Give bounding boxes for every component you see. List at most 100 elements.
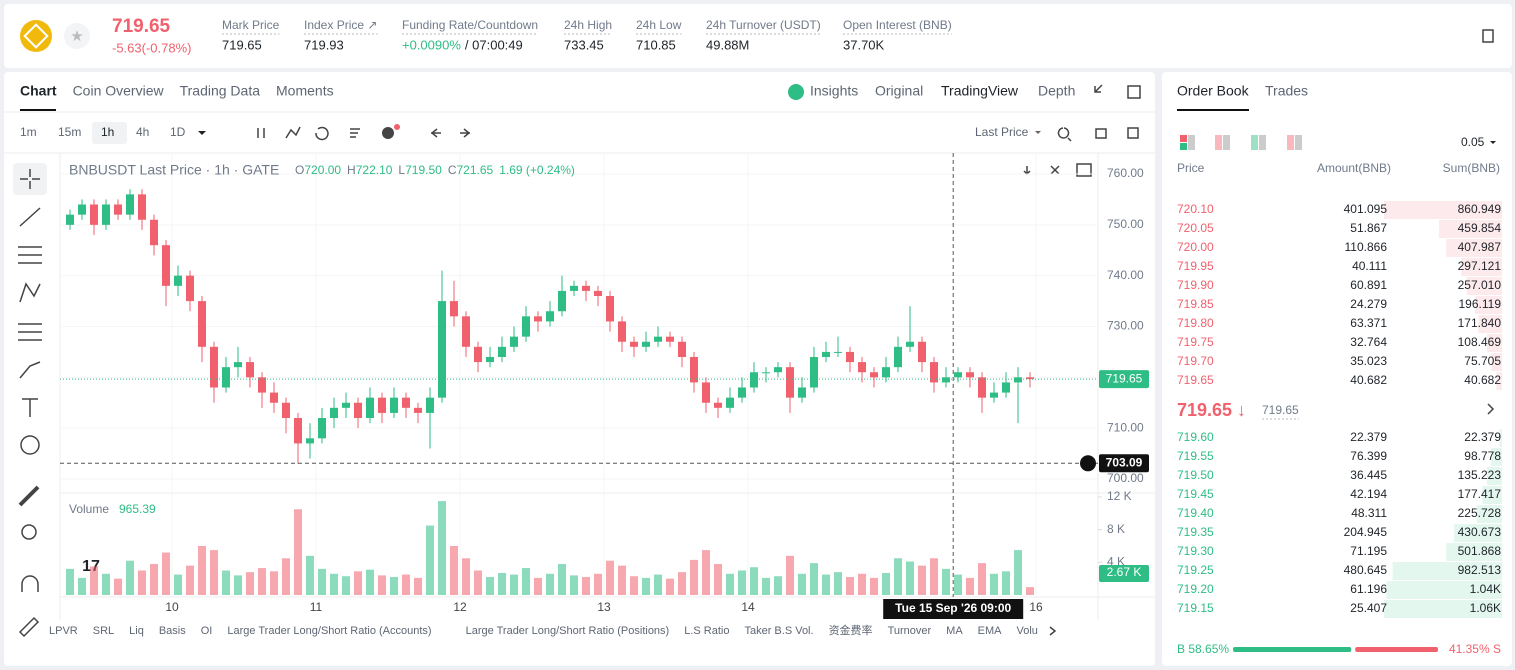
candle-body: [378, 397, 386, 413]
indicator[interactable]: Large Trader Long/Short Ratio (Accounts): [227, 625, 431, 637]
depth-bar: [1486, 467, 1502, 485]
indicator[interactable]: Liq: [129, 625, 144, 637]
book-sum: 22.379: [1464, 430, 1501, 444]
indicator[interactable]: EMA: [978, 625, 1003, 637]
interval[interactable]: 1m: [20, 125, 37, 139]
book-amount: 401.095: [1344, 202, 1388, 216]
text-tool[interactable]: [22, 398, 38, 417]
book-price: 719.90: [1177, 278, 1214, 292]
book-mid: 719.65 ↓: [1177, 400, 1246, 420]
volume-bar: [930, 558, 938, 595]
favorite-button[interactable]: [64, 23, 90, 49]
indicator-add[interactable]: [382, 127, 394, 139]
candle-body: [906, 341, 914, 347]
book-amount: 42.194: [1350, 487, 1387, 501]
view-tab[interactable]: TradingView: [941, 83, 1019, 99]
tab[interactable]: Trading Data: [180, 83, 261, 99]
insights-icon: [788, 84, 804, 100]
indicator[interactable]: OI: [201, 625, 213, 637]
depth-bar: [1466, 277, 1502, 295]
indicator[interactable]: MA: [946, 625, 963, 637]
book-amount: 35.023: [1350, 354, 1387, 368]
interval[interactable]: 1D: [170, 125, 186, 139]
pencil-tool[interactable]: [18, 616, 40, 638]
emoji-tool[interactable]: [20, 435, 40, 455]
interval-selected[interactable]: [92, 122, 127, 144]
ruler-tool[interactable]: [18, 485, 40, 507]
pattern-tool[interactable]: [19, 282, 41, 303]
tab[interactable]: Moments: [276, 83, 334, 99]
volume-bar: [378, 575, 386, 595]
view-tab[interactable]: Depth: [1038, 83, 1075, 99]
fib-tool[interactable]: [18, 323, 42, 341]
price-source[interactable]: Last Price: [975, 125, 1029, 139]
candle-body: [918, 341, 926, 363]
dropdown-arrow[interactable]: [198, 131, 206, 135]
volume-bar: [138, 570, 146, 595]
channel-tool[interactable]: [18, 246, 42, 264]
candle-body: [978, 377, 986, 398]
indicator[interactable]: L.S Ratio: [684, 625, 729, 637]
line-tool[interactable]: [19, 207, 41, 227]
tool-selected[interactable]: [13, 163, 47, 195]
candle-body: [966, 372, 974, 378]
dropdown-arrow[interactable]: [1490, 141, 1496, 144]
view-tab[interactable]: Original: [875, 83, 923, 99]
tab[interactable]: Chart: [20, 83, 57, 99]
dropdown-arrow[interactable]: [1035, 131, 1041, 134]
candle-body: [390, 397, 398, 413]
chevron[interactable]: [1487, 403, 1495, 415]
ohlc-value: 722.10: [356, 163, 393, 177]
toolbar-icons[interactable]: [257, 126, 1139, 142]
candle-body: [198, 301, 206, 347]
candle-body: [462, 316, 470, 347]
indicator[interactable]: LPVR: [49, 625, 78, 637]
indicator[interactable]: Turnover: [888, 625, 932, 637]
candle-body: [1026, 377, 1034, 380]
volume-bar: [186, 565, 194, 595]
interval[interactable]: 15m: [58, 125, 81, 139]
crosshair-tag: [1099, 454, 1149, 473]
book-price: 719.55: [1177, 449, 1214, 463]
interval[interactable]: 4h: [136, 125, 149, 139]
crosshair-tag-text: 703.09: [1106, 455, 1143, 469]
candle-body: [342, 402, 350, 408]
depth-bar: [1386, 581, 1502, 599]
volume-bar: [426, 525, 434, 595]
stat-label: Mark Price: [222, 18, 280, 32]
volume-bar: [810, 563, 818, 595]
crosshair-plus[interactable]: [1080, 455, 1096, 472]
stat-extra: / 07:00:49: [465, 37, 523, 52]
depth-bar: [1384, 201, 1502, 219]
col-head: Amount(BNB): [1317, 161, 1391, 175]
indicator[interactable]: SRL: [93, 625, 114, 637]
zoom-tool[interactable]: [21, 524, 37, 540]
view-tab[interactable]: Insights: [810, 83, 858, 99]
indicator[interactable]: Taker B.S Vol.: [744, 625, 813, 637]
tab[interactable]: Coin Overview: [73, 83, 165, 99]
candle-body: [726, 397, 734, 408]
interval[interactable]: 1h: [101, 125, 114, 139]
indicator[interactable]: Large Trader Long/Short Ratio (Positions…: [466, 625, 670, 637]
candle-body: [702, 382, 710, 403]
book-price: 719.25: [1177, 563, 1214, 577]
book-price: 719.20: [1177, 582, 1214, 596]
chevron[interactable]: [1049, 626, 1057, 636]
depth-bar: [1499, 429, 1502, 447]
book-sum: 171.840: [1458, 316, 1502, 330]
candle-body: [990, 392, 998, 398]
magnet-tool[interactable]: [21, 575, 39, 592]
indicator[interactable]: Volu: [1017, 625, 1038, 637]
crosshair-tool[interactable]: [20, 169, 40, 189]
volume-bar: [966, 577, 974, 595]
book-tab[interactable]: Order Book: [1177, 83, 1250, 99]
indicator[interactable]: 资金费率: [829, 623, 873, 637]
volume-bar: [702, 550, 710, 595]
book-tab[interactable]: Trades: [1265, 83, 1308, 99]
book-amount: 25.407: [1350, 601, 1387, 615]
book-step[interactable]: 0.05: [1461, 135, 1485, 149]
candle-body: [714, 402, 722, 408]
brush-tool[interactable]: [19, 361, 41, 379]
indicator[interactable]: Basis: [159, 625, 186, 637]
depth-bar: [1478, 315, 1502, 333]
